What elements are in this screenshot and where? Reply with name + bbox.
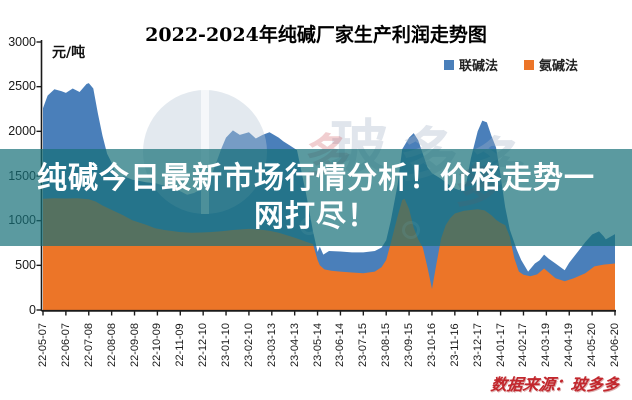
x-tick-label: 22-07-08: [82, 322, 95, 368]
x-tick-label: 22-08-08: [105, 322, 118, 368]
legend-label: 联碱法: [459, 59, 499, 74]
x-tick-label: 23-10-16: [425, 322, 438, 368]
x-tick-label: 24-06-20: [609, 322, 621, 368]
x-tick-label: 22-11-09: [174, 323, 187, 367]
chart-title: 2022-2024年纯碱厂家生产利润走势图: [145, 24, 487, 46]
x-tick-label: 23-11-16: [448, 323, 461, 367]
legend-item-lianjianfa: 联碱法: [444, 55, 498, 74]
chart-legend: 联碱法 氨碱法: [444, 55, 578, 74]
data-source-note: 数据来源：玻多多: [489, 375, 620, 394]
x-tick-label: 23-09-15: [403, 322, 416, 368]
x-tick-label: 22-12-10: [197, 322, 210, 368]
x-tick-label: 24-02-17: [517, 322, 530, 368]
headline-overlay-banner: 纯碱今日最新市场行情分析！价格走势一 网打尽！: [0, 149, 632, 246]
legend-label: 氨碱法: [539, 59, 579, 74]
x-tick-label: 24-03-19: [540, 322, 553, 368]
x-tick-label: 23-01-10: [220, 322, 233, 368]
y-tick-label: 3000: [8, 34, 36, 49]
orange-series-swatch-icon: [524, 59, 535, 70]
blue-series-swatch-icon: [444, 59, 454, 70]
x-tick-label: 23-07-15: [357, 322, 370, 368]
legend-item-anjianfa: 氨碱法: [524, 55, 578, 74]
x-tick-label: 23-05-14: [311, 322, 324, 368]
x-tick-label: 23-08-15: [380, 322, 393, 368]
x-tick-label: 22-09-08: [128, 322, 141, 368]
x-tick-label: 22-05-07: [37, 322, 49, 368]
x-tick-label: 24-05-20: [586, 322, 599, 368]
y-tick-label: 2000: [8, 123, 36, 138]
y-tick-label: 0: [29, 302, 36, 317]
x-tick-label: 23-06-14: [334, 322, 347, 368]
x-tick-label: 23-02-10: [242, 322, 255, 368]
x-tick-label: 24-01-17: [494, 322, 507, 368]
x-tick-label: 24-04-19: [563, 322, 576, 368]
x-tick-label: 23-04-13: [288, 322, 301, 368]
y-tick-label: 2500: [8, 79, 36, 94]
x-tick-label: 23-12-17: [471, 322, 484, 368]
headline-line-2: 网打尽！: [254, 199, 378, 233]
x-tick-label: 23-03-13: [265, 322, 278, 368]
y-tick-label: 500: [15, 257, 36, 272]
x-tick-label: 22-06-07: [59, 322, 72, 368]
y-axis-unit-label: 元/吨: [52, 45, 86, 61]
x-tick-label: 22-10-09: [151, 322, 164, 368]
headline-line-1: 纯碱今日最新市场行情分析！价格走势一: [37, 161, 595, 195]
